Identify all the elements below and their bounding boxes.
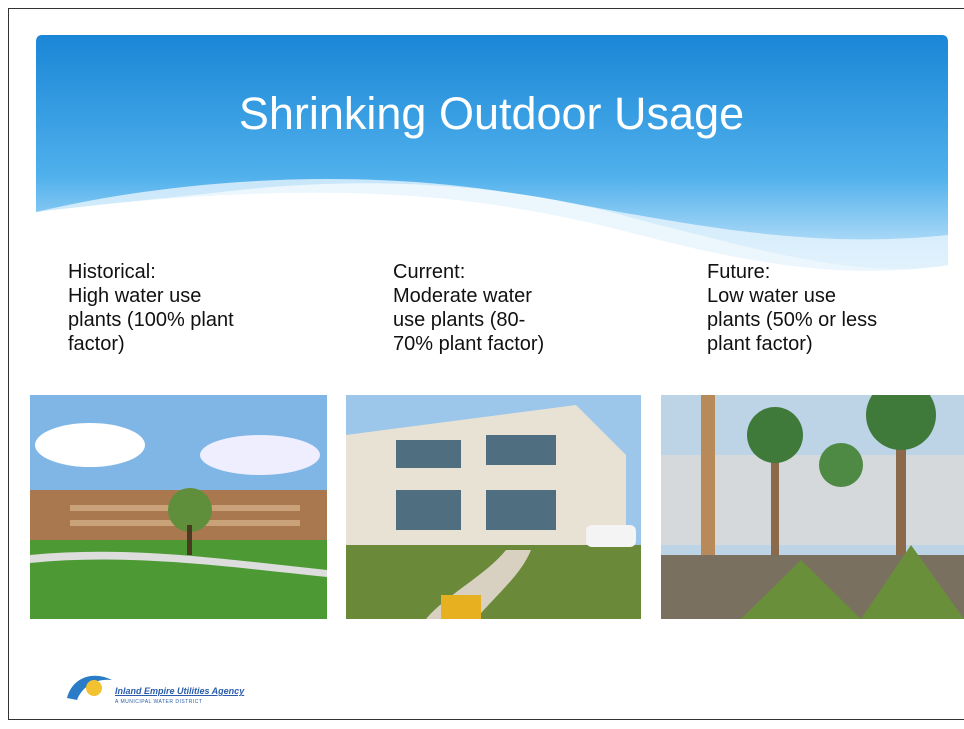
title: Shrinking Outdoor Usage — [238, 88, 745, 139]
column: Current: Moderate water use plants (80- … — [393, 260, 544, 356]
line: use plants (80- — [393, 309, 526, 331]
line: 70% plant factor) — [393, 333, 545, 355]
line: plants (100% plant — [68, 309, 234, 331]
line: Moderate water — [393, 285, 532, 307]
column: Historical: High water use plants (100% … — [68, 260, 234, 356]
photo-current — [346, 395, 641, 619]
heading: Historical: — [68, 261, 156, 283]
line: Low water use — [707, 285, 836, 307]
line: factor) — [68, 333, 125, 355]
logo-mark — [67, 675, 112, 700]
logo-tagline: A MUNICIPAL WATER DISTRICT — [115, 699, 203, 705]
column: Future: Low water use plants (50% or les… — [707, 260, 877, 356]
frame — [8, 8, 964, 720]
photo-future — [661, 395, 964, 619]
line: plant factor) — [707, 333, 813, 355]
heading: Future: — [707, 261, 771, 283]
line: High water use — [68, 285, 202, 307]
logo-name: Inland Empire Utilities Agency — [115, 686, 245, 696]
heading: Current: — [393, 261, 466, 283]
line: plants (50% or less — [707, 309, 878, 331]
photo-historical — [30, 395, 327, 619]
